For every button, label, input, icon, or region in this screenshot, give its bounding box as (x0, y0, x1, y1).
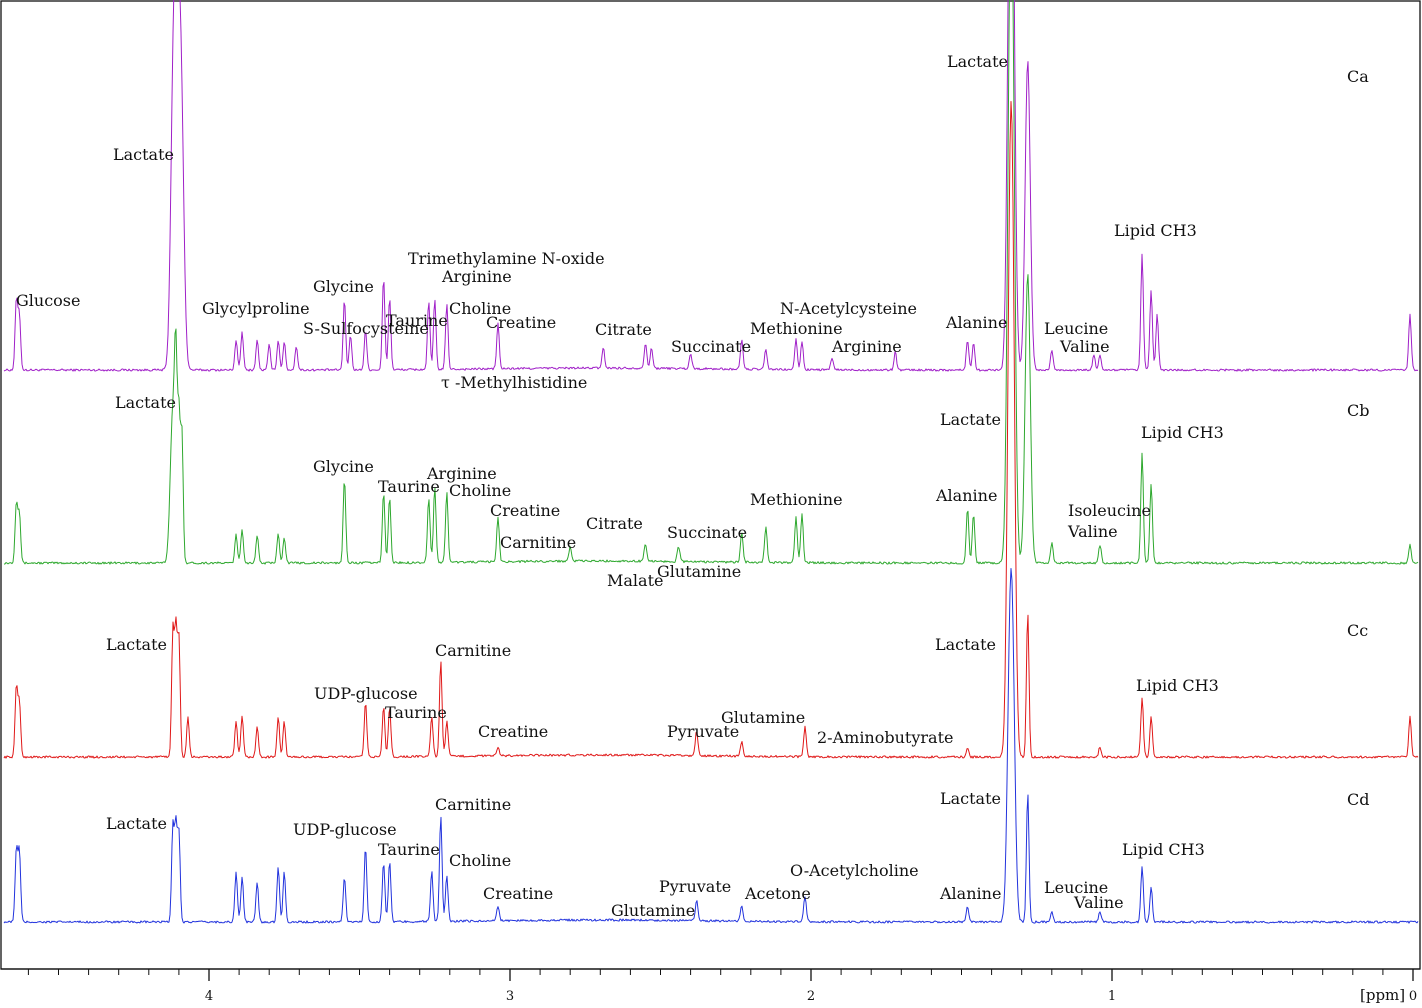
spectrum-line-ca (3, 0, 1419, 372)
peak-label-choline: Choline (449, 299, 511, 318)
peak-label-lactate: Lactate (115, 393, 176, 412)
peak-label-valine: Valine (1073, 893, 1124, 912)
peak-label-arginine: Arginine (441, 267, 512, 286)
peak-label-valine: Valine (1059, 337, 1110, 356)
peak-label-lipid-ch3: Lipid CH3 (1114, 221, 1197, 240)
peak-label-carnitine: Carnitine (500, 533, 576, 552)
peak-label-valine: Valine (1067, 522, 1118, 541)
peak-label-glycine: Glycine (313, 457, 374, 476)
peak-label-glutamine: Glutamine (721, 708, 805, 727)
spectrum-label-ca: Ca (1347, 67, 1369, 86)
peak-label-carnitine: Carnitine (435, 795, 511, 814)
spectrum-line-cb (3, 0, 1419, 565)
peak-label-lactate: Lactate (106, 635, 167, 654)
peak-label-trimethylamine-n-oxide: Trimethylamine N-oxide (408, 249, 605, 268)
peak-label-taurine: Taurine (378, 477, 440, 496)
peak-label-alanine: Alanine (945, 313, 1007, 332)
peak-label-succinate: Succinate (667, 523, 747, 542)
peak-label-glycine: Glycine (313, 277, 374, 296)
peak-label-creatine: Creatine (490, 501, 560, 520)
peak-label-creatine: Creatine (478, 722, 548, 741)
peak-label-lipid-ch3: Lipid CH3 (1136, 676, 1219, 695)
peak-label-alanine: Alanine (935, 486, 997, 505)
x-axis-unit-label: [ppm] (1360, 986, 1405, 1004)
peak-label-glycylproline: Glycylproline (202, 299, 310, 318)
peak-label-creatine: Creatine (486, 313, 556, 332)
peak-label-udp-glucose: UDP-glucose (314, 684, 418, 703)
spectrum-line-cd (3, 568, 1419, 924)
spectrum-label-cc: Cc (1347, 621, 1368, 640)
peak-label-udp-glucose: UDP-glucose (293, 820, 397, 839)
peak-label-choline: Choline (449, 851, 511, 870)
peak-label-glutamine: Glutamine (657, 562, 741, 581)
peak-label-glucose: Glucose (16, 291, 80, 310)
plot-frame (0, 0, 1421, 970)
peak-label-glutamine: Glutamine (611, 901, 695, 920)
peak-label-o-acetylcholine: O-Acetylcholine (790, 861, 919, 880)
spectrum-cc: Cc Lactate UDP-glucose Carnitine Taurine… (3, 101, 1419, 759)
peak-label-malate: Malate (607, 571, 663, 590)
x-axis-tick-label: 0 (1409, 989, 1417, 1004)
peak-label-taurine: Taurine (378, 840, 440, 859)
spectrum-cd: Cd Lactate UDP-glucose Carnitine Taurine… (3, 568, 1419, 924)
peak-label-lactate: Lactate (113, 145, 174, 164)
peak-label-taurine: Taurine (386, 311, 448, 330)
peak-label-methylhistidine: τ -Methylhistidine (441, 373, 587, 392)
peak-label-acetone: Acetone (744, 884, 811, 903)
peak-label-alanine: Alanine (939, 884, 1001, 903)
peak-label-arginine: Arginine (426, 464, 497, 483)
peak-label-carnitine: Carnitine (435, 641, 511, 660)
peak-label-citrate: Citrate (595, 320, 652, 339)
peak-label-s-sulfocysteine: S-Sulfocysteine (303, 319, 429, 338)
x-axis-major-ticks: 4 3 2 1 0 (205, 969, 1417, 1004)
spectrum-label-cd: Cd (1347, 790, 1369, 809)
peak-label-pyruvate: Pyruvate (667, 722, 739, 741)
peak-label-lipid-ch3: Lipid CH3 (1122, 840, 1205, 859)
peak-label-methionine: Methionine (750, 319, 843, 338)
peak-label-taurine: Taurine (385, 703, 447, 722)
peak-label-pyruvate: Pyruvate (659, 877, 731, 896)
x-axis-tick-label: 4 (205, 989, 213, 1004)
peak-label-succinate: Succinate (671, 337, 751, 356)
x-axis: 4 3 2 1 0 [ppm] (1, 968, 1420, 1004)
peak-label-2-aminobutyrate: 2-Aminobutyrate (817, 728, 953, 747)
peak-label-citrate: Citrate (586, 514, 643, 533)
spectrum-line-cc (3, 101, 1419, 759)
peak-label-leucine: Leucine (1044, 319, 1108, 338)
x-axis-minor-ticks (27, 969, 1414, 975)
peak-label-methionine: Methionine (750, 490, 843, 509)
peak-label-leucine: Leucine (1044, 878, 1108, 897)
peak-label-creatine: Creatine (483, 884, 553, 903)
peak-label-lactate-2: Lactate (940, 410, 1001, 429)
peak-label-lactate-2: Lactate (935, 635, 996, 654)
peak-label-lactate-2: Lactate (940, 789, 1001, 808)
x-axis-tick-label: 2 (807, 989, 815, 1004)
peak-label-n-acetylcysteine: N-Acetylcysteine (780, 299, 917, 318)
peak-label-lipid-ch3: Lipid CH3 (1141, 423, 1224, 442)
peak-label-isoleucine: Isoleucine (1068, 501, 1151, 520)
peak-label-lactate: Lactate (106, 814, 167, 833)
spectrum-label-cb: Cb (1347, 401, 1369, 420)
peak-label-choline: Choline (449, 481, 511, 500)
x-axis-tick-label: 3 (506, 989, 514, 1004)
spectrum-cb: Cb Lactate Glycine Taurine Arginine Chol… (3, 0, 1419, 590)
peak-label-lactate-2: Lactate (947, 52, 1008, 71)
x-axis-tick-label: 1 (1108, 989, 1116, 1004)
peak-label-arginine-2: Arginine (831, 337, 902, 356)
spectrum-ca: Ca Glucose Lactate Glycylproline Glycine… (3, 0, 1419, 392)
